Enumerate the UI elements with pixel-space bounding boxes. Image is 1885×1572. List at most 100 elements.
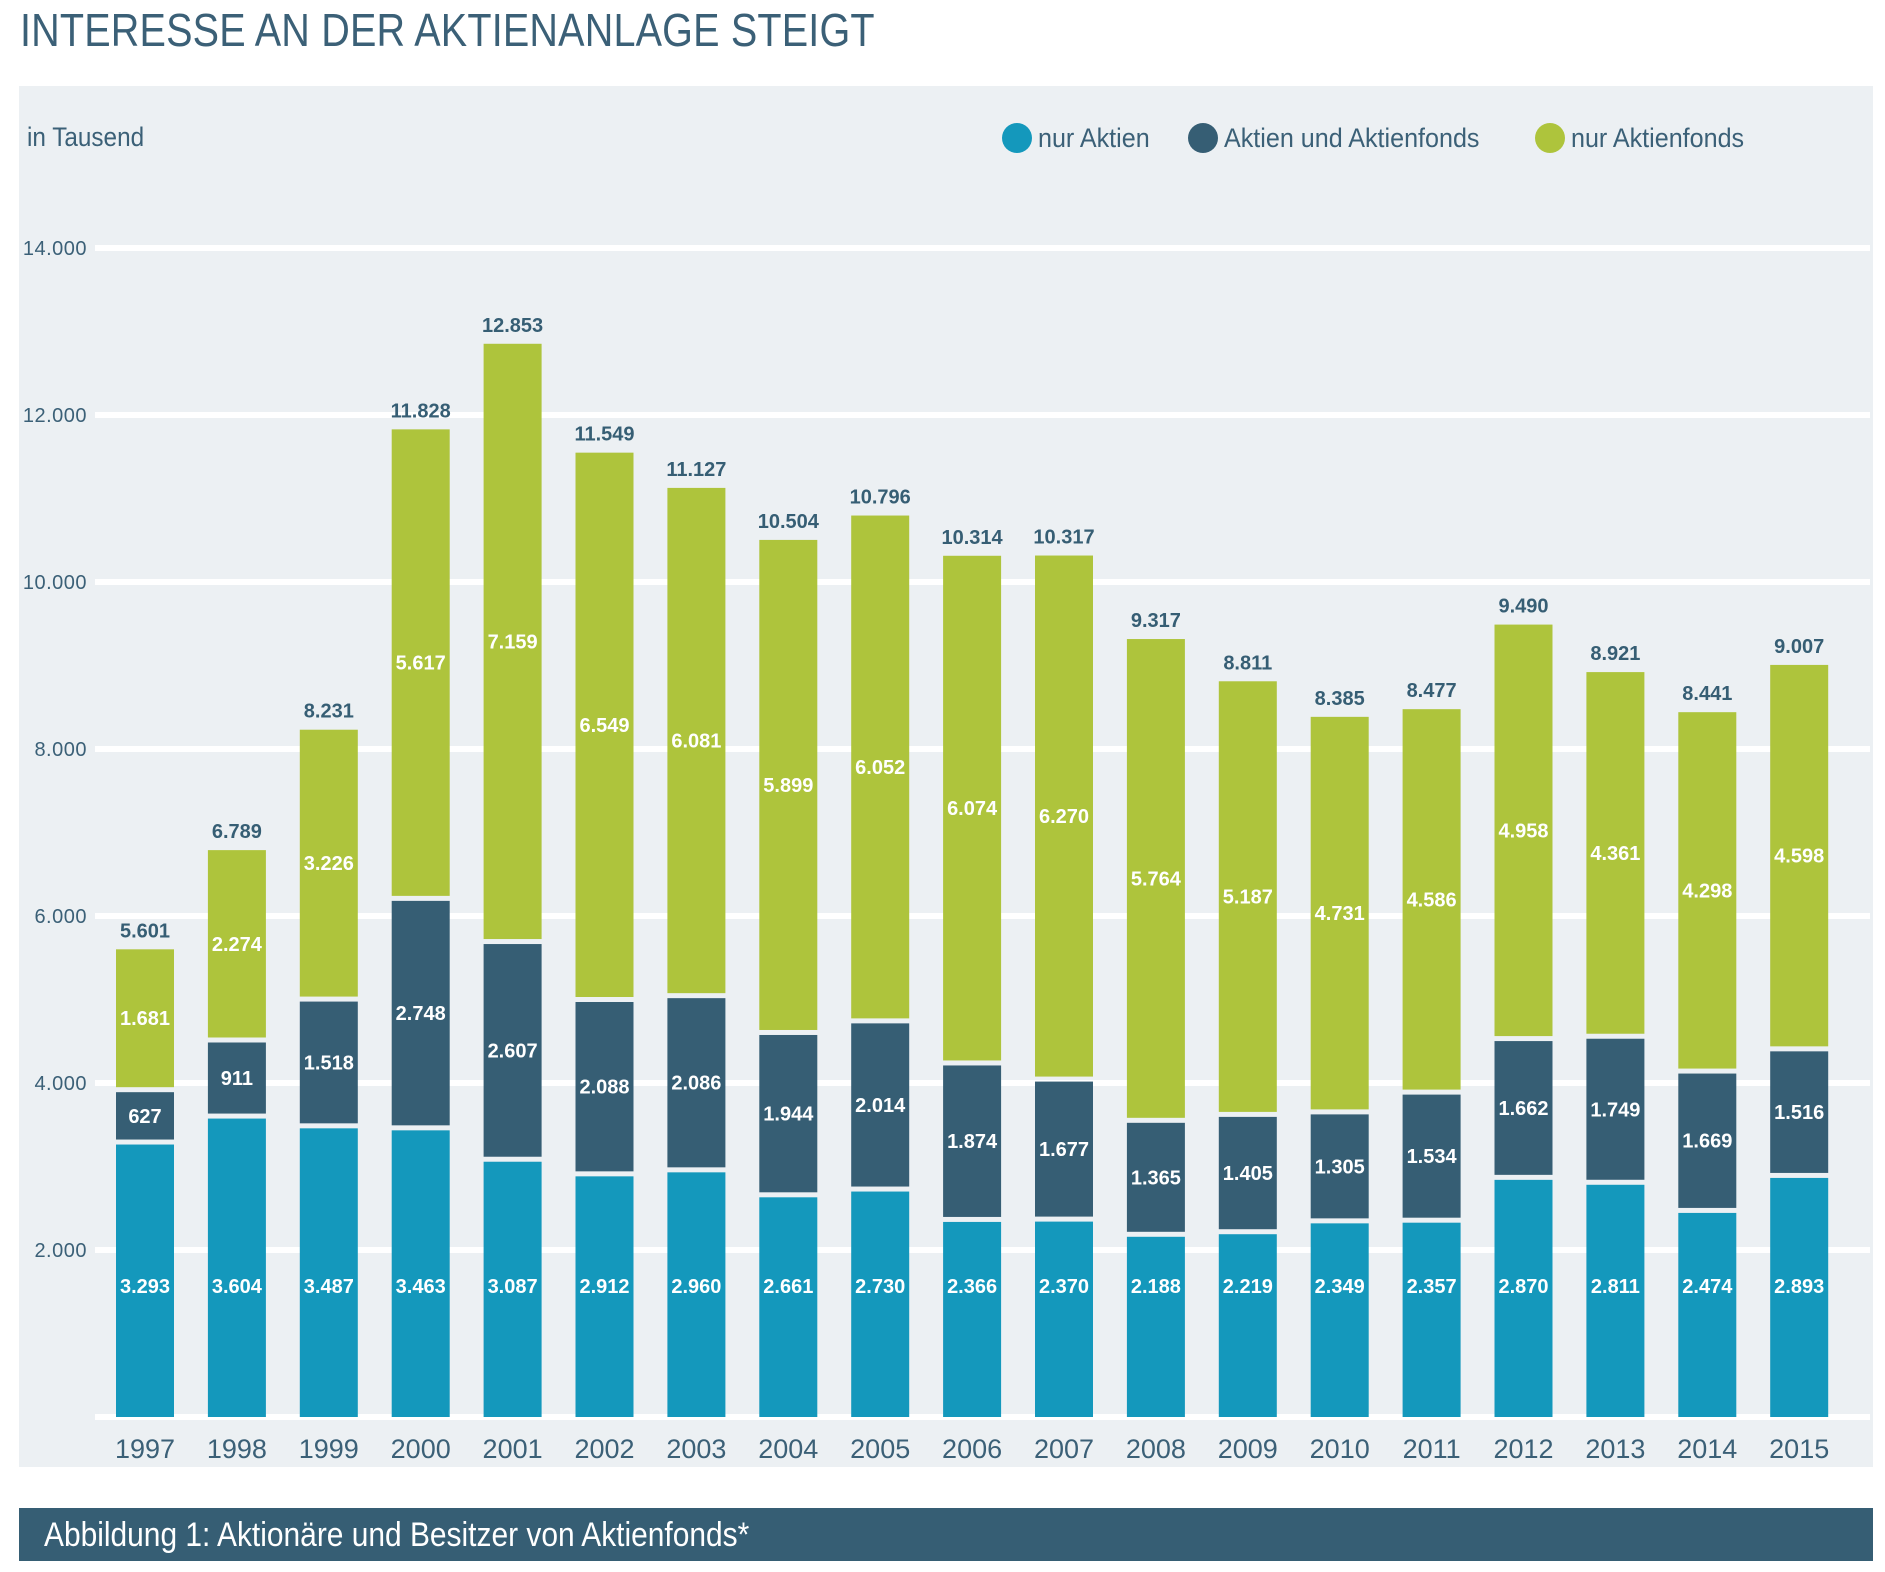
x-tick-label: 2001 — [483, 1434, 543, 1464]
bar-segment-nur-aktienfonds — [391, 429, 450, 896]
legend-label-nur-aktien: nur Aktien — [1038, 123, 1150, 153]
bar-segment-aktien-und-aktienfonds — [391, 900, 450, 1126]
y-tick-label: 6.000 — [34, 906, 87, 928]
bar-segment-aktien-und-aktienfonds — [943, 1065, 1002, 1217]
segment-value-label: 2.893 — [1774, 1276, 1824, 1298]
x-tick-label: 2012 — [1493, 1434, 1553, 1464]
x-tick-label: 2010 — [1310, 1434, 1370, 1464]
segment-value-label: 4.598 — [1774, 846, 1824, 868]
bar-segment-aktien-und-aktienfonds — [1678, 1073, 1737, 1208]
x-tick-label: 2013 — [1585, 1434, 1645, 1464]
segment-value-label: 2.088 — [579, 1077, 629, 1099]
bar-segment-nur-aktienfonds — [116, 949, 174, 1088]
bar-segment-nur-aktien — [1126, 1236, 1185, 1417]
bar-total-label: 8.441 — [1682, 683, 1732, 705]
segment-value-label: 2.607 — [488, 1040, 538, 1062]
segment-value-label: 2.370 — [1039, 1276, 1089, 1298]
bar-segment-nur-aktien — [943, 1221, 1002, 1417]
segment-value-label: 6.549 — [579, 715, 629, 737]
bar-segment-nur-aktienfonds — [1402, 709, 1461, 1090]
bar-segment-nur-aktien — [483, 1161, 542, 1417]
bar-segment-aktien-und-aktienfonds — [116, 1092, 174, 1140]
bar-segment-aktien-und-aktienfonds — [759, 1034, 818, 1193]
segment-value-label: 2.188 — [1131, 1276, 1181, 1298]
bar-segment-aktien-und-aktienfonds — [299, 1001, 358, 1124]
figure-caption-bar: Abbildung 1: Aktionäre und Besitzer von … — [19, 1508, 1873, 1561]
segment-value-label: 3.293 — [120, 1276, 170, 1298]
bar-segment-nur-aktien — [116, 1144, 174, 1417]
bar-total-label: 6.789 — [212, 821, 262, 843]
bars — [116, 343, 1829, 1417]
bar-segment-nur-aktien — [207, 1118, 266, 1417]
segment-value-labels: 3.293 627 1.681 3.604 911 2.274 3.487 1.518 3.22… — [120, 631, 1824, 1298]
segment-value-label: 2.366 — [947, 1276, 997, 1298]
segment-value-label: 5.899 — [763, 775, 813, 797]
bar-segment-nur-aktien — [851, 1191, 910, 1417]
total-value-labels: 5.601 6.789 8.231 11.828 12.853 11.549 11.127 1… — [120, 315, 1824, 943]
y-tick-label: 4.000 — [34, 1073, 87, 1095]
bar-segment-aktien-und-aktienfonds — [667, 998, 726, 1168]
legend-item-nur-aktienfonds: nur Aktienfonds — [1535, 121, 1757, 155]
legend-swatch-nur-aktienfonds-icon — [1535, 123, 1565, 153]
bar-segment-nur-aktien — [1402, 1222, 1461, 1417]
gridline — [95, 412, 1870, 418]
y-tick-label: 14.000 — [23, 238, 87, 260]
bar-total-label: 8.921 — [1590, 643, 1640, 665]
bar-segment-aktien-und-aktienfonds — [207, 1042, 266, 1114]
x-tick-label: 2005 — [850, 1434, 910, 1464]
bar-total-label: 11.828 — [391, 400, 451, 422]
x-tick-label: 1999 — [299, 1434, 359, 1464]
segment-value-label: 6.081 — [671, 731, 721, 753]
bar-total-label: 11.549 — [574, 424, 634, 446]
bar-segment-nur-aktienfonds — [1678, 712, 1737, 1069]
segment-value-label: 1.534 — [1407, 1146, 1458, 1168]
segment-value-label: 4.731 — [1315, 903, 1365, 925]
segment-value-label: 4.958 — [1498, 820, 1548, 842]
segment-value-label: 6.270 — [1039, 806, 1089, 828]
bar-segment-aktien-und-aktienfonds — [1218, 1116, 1277, 1230]
chart-title: INTERESSE AN DER AKTIENANLAGE STEIGT — [20, 4, 875, 56]
segment-value-label: 3.487 — [304, 1276, 354, 1298]
y-axis-unit-label: in Tausend — [27, 122, 145, 152]
x-tick-label: 2003 — [666, 1434, 726, 1464]
bar-segment-aktien-und-aktienfonds — [1402, 1094, 1461, 1218]
legend-label-aktien-und-aktienfonds: Aktien und Aktienfonds — [1224, 123, 1480, 153]
bar-total-label: 8.811 — [1223, 652, 1272, 674]
segment-value-label: 1.681 — [120, 1008, 170, 1030]
bar-segment-aktien-und-aktienfonds — [1494, 1041, 1553, 1175]
bar-segment-nur-aktien — [1310, 1223, 1369, 1417]
bar-total-label: 12.853 — [482, 315, 543, 337]
bar-segment-nur-aktien — [391, 1130, 450, 1417]
bar-segment-nur-aktien — [1218, 1234, 1277, 1417]
legend-item-nur-aktien: nur Aktien — [1002, 121, 1158, 155]
segment-value-label: 3.604 — [212, 1276, 263, 1298]
segment-value-label: 1.405 — [1223, 1163, 1273, 1185]
x-tick-label: 2014 — [1677, 1434, 1737, 1464]
segment-value-label: 3.087 — [488, 1276, 538, 1298]
segment-value-label: 4.586 — [1407, 889, 1457, 911]
segment-value-label: 627 — [128, 1106, 161, 1128]
bar-segment-nur-aktienfonds — [1310, 716, 1369, 1110]
x-tick-label: 2006 — [942, 1434, 1002, 1464]
segment-value-label: 1.944 — [763, 1104, 814, 1126]
x-tick-label: 2007 — [1034, 1434, 1094, 1464]
segment-value-label: 2.730 — [855, 1276, 905, 1298]
bar-total-label: 5.601 — [120, 920, 170, 942]
bar-total-label: 9.490 — [1498, 596, 1548, 618]
bar-segment-aktien-und-aktienfonds — [1586, 1038, 1645, 1180]
bar-total-label: 8.385 — [1315, 688, 1365, 710]
bar-segment-nur-aktienfonds — [1770, 664, 1829, 1047]
bar-segment-nur-aktienfonds — [943, 555, 1002, 1061]
segment-value-label: 2.086 — [671, 1073, 721, 1095]
segment-value-label: 1.669 — [1682, 1131, 1732, 1153]
segment-value-label: 1.518 — [304, 1052, 354, 1074]
bar-segment-nur-aktienfonds — [299, 729, 358, 997]
bar-segment-nur-aktien — [1494, 1179, 1553, 1417]
segment-value-label: 5.764 — [1131, 868, 1182, 890]
segment-value-label: 2.870 — [1498, 1276, 1548, 1298]
bar-total-label: 9.007 — [1774, 636, 1824, 658]
segment-value-label: 2.349 — [1315, 1276, 1365, 1298]
bar-segment-aktien-und-aktienfonds — [1310, 1114, 1369, 1219]
segment-value-label: 2.474 — [1682, 1276, 1733, 1298]
bar-segment-nur-aktienfonds — [1494, 624, 1553, 1037]
